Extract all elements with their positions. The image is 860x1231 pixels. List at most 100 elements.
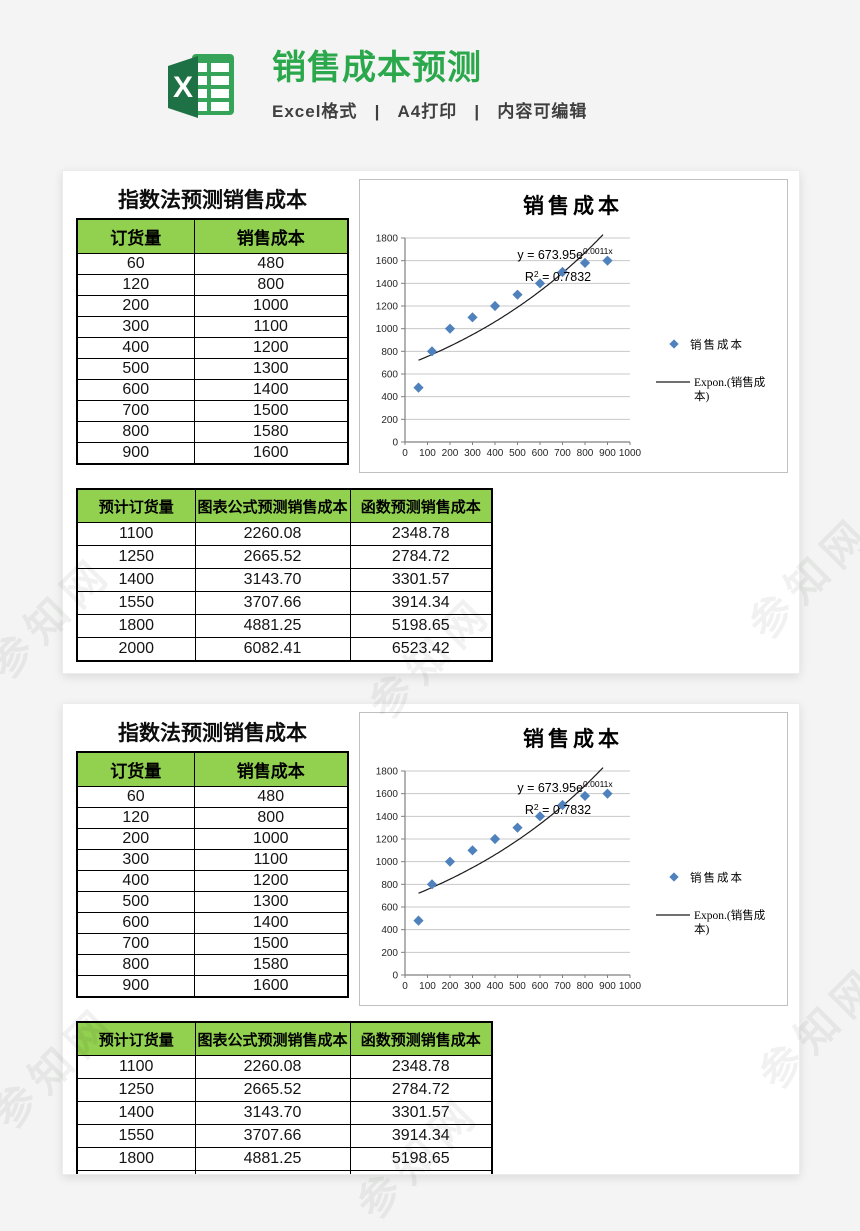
table-cell: 3707.66	[194, 591, 351, 615]
trendline-equation: y = 673.95e0.0011x	[517, 246, 613, 262]
x-tick-label: 700	[554, 981, 571, 992]
x-tick-label: 600	[532, 448, 549, 459]
page-header: X 销售成本预测 Excel格式 | A4打印 | 内容可编辑	[162, 46, 587, 124]
table-row: 500 1300	[76, 891, 349, 913]
x-tick-label: 400	[487, 981, 504, 992]
table-cell: 3301.57	[349, 1101, 493, 1125]
x-tick-label: 1000	[619, 981, 642, 992]
y-tick-label: 1600	[376, 256, 399, 267]
table-cell: 3707.66	[194, 1124, 351, 1148]
legend-label-series: 销售成本	[690, 871, 744, 885]
y-tick-label: 1800	[376, 234, 399, 245]
table-row: 200 1000	[76, 828, 349, 850]
table-cell: 500	[76, 358, 195, 380]
legend-label-trendline: Expon.(销售成	[694, 375, 766, 389]
data-point-marker	[413, 915, 424, 926]
y-tick-label: 1200	[376, 835, 399, 846]
table-row: 1550 3707.66 3914.34	[76, 591, 493, 615]
data-point-marker	[444, 323, 456, 334]
table2-header-chart-formula-forecast: 图表公式预测销售成本	[194, 1021, 351, 1056]
table-cell: 6523.42	[349, 637, 493, 662]
table-cell: 3914.34	[349, 1124, 493, 1148]
table-cell: 600	[76, 379, 195, 401]
table-cell: 700	[76, 933, 195, 955]
chart-canvas: 0 100 200 300 400 500 600 700 800 900 100002004006…	[376, 194, 766, 459]
x-tick-label: 0	[402, 981, 408, 992]
y-tick-label: 600	[381, 370, 398, 381]
legend-label-trendline: 本)	[694, 922, 709, 936]
table-cell: 1500	[193, 933, 349, 955]
x-tick-label: 800	[577, 448, 594, 459]
y-tick-label: 800	[381, 347, 398, 358]
table-cell: 1100	[76, 1055, 196, 1079]
r-squared-label: R2 = 0.7832	[525, 269, 591, 284]
table-cell: 200	[76, 828, 195, 850]
table-cell: 4881.25	[194, 1147, 351, 1171]
forecast-table: 预计订货量 图表公式预测销售成本 函数预测销售成本 1100 2260.08 234…	[76, 488, 493, 662]
table-row: 300 1100	[76, 316, 349, 338]
table-cell: 1200	[193, 870, 349, 892]
section-title: 指数法预测销售成本	[118, 189, 307, 212]
table-cell: 800	[193, 274, 349, 296]
table-row: 1250 2665.52 2784.72	[76, 1078, 493, 1102]
preview-page-2: 指数法预测销售成本 订货量 销售成本 60 480 120 800 200 1000 300…	[62, 703, 800, 1175]
x-tick-label: 300	[464, 981, 481, 992]
y-tick-label: 1600	[376, 789, 399, 800]
table-cell: 1400	[193, 379, 349, 401]
table-cell: 6082.41	[194, 1170, 351, 1174]
x-tick-label: 900	[599, 448, 616, 459]
y-tick-label: 400	[381, 392, 398, 403]
table1-header-sales-cost: 销售成本	[193, 751, 349, 787]
table-row: 700 1500	[76, 400, 349, 422]
table-cell: 1600	[193, 442, 349, 465]
table-row: 60 480	[76, 253, 349, 275]
table-cell: 400	[76, 337, 195, 359]
legend-label-trendline: 本)	[694, 389, 709, 403]
table-cell: 1300	[193, 358, 349, 380]
x-tick-label: 500	[509, 448, 526, 459]
table-row: 900 1600	[76, 442, 349, 465]
svg-text:X: X	[173, 71, 193, 104]
table-cell: 2665.52	[194, 545, 351, 569]
r-squared-label: R2 = 0.7832	[525, 802, 591, 817]
table-cell: 1400	[193, 912, 349, 934]
data-point-marker	[489, 300, 501, 312]
table-row: 120 800	[76, 807, 349, 829]
table-cell: 2260.08	[194, 522, 351, 546]
table1-header-order-qty: 订货量	[76, 751, 195, 787]
chart-canvas: 0 100 200 300 400 500 600 700 800 900 100002004006…	[376, 727, 766, 992]
table-row: 1550 3707.66 3914.34	[76, 1124, 493, 1148]
table-cell: 60	[76, 786, 195, 808]
y-tick-label: 200	[381, 948, 398, 959]
table-cell: 1600	[193, 975, 349, 998]
table-row: 800 1580	[76, 954, 349, 976]
table2-header-function-forecast: 函数预测销售成本	[349, 488, 493, 523]
table-cell: 2260.08	[194, 1055, 351, 1079]
data-point-marker	[426, 346, 438, 357]
table-cell: 1580	[193, 421, 349, 443]
y-tick-label: 1800	[376, 767, 399, 778]
table-cell: 800	[76, 954, 195, 976]
order-cost-table: 订货量 销售成本 60 480 120 800 200 1000 300 1100 400 120…	[76, 751, 349, 998]
table-cell: 1800	[76, 1147, 196, 1171]
table-row: 200 1000	[76, 295, 349, 317]
data-point-marker	[602, 255, 613, 266]
table-row: 1800 4881.25 5198.65	[76, 1147, 493, 1171]
table-cell: 3143.70	[194, 1101, 351, 1125]
trendline-equation: y = 673.95e0.0011x	[517, 779, 613, 795]
table1-header-sales-cost: 销售成本	[193, 218, 349, 254]
legend-diamond-icon	[669, 872, 679, 882]
table-row: 1100 2260.08 2348.78	[76, 1055, 493, 1079]
table-row: 700 1500	[76, 933, 349, 955]
y-tick-label: 600	[381, 903, 398, 914]
table-row: 1400 3143.70 3301.57	[76, 1101, 493, 1125]
table-cell: 1000	[193, 828, 349, 850]
table-cell: 200	[76, 295, 195, 317]
legend-label-series: 销售成本	[690, 338, 744, 352]
legend-diamond-icon	[669, 339, 679, 349]
table-cell: 700	[76, 400, 195, 422]
table-cell: 2784.72	[349, 1078, 493, 1102]
table-row: 300 1100	[76, 849, 349, 871]
